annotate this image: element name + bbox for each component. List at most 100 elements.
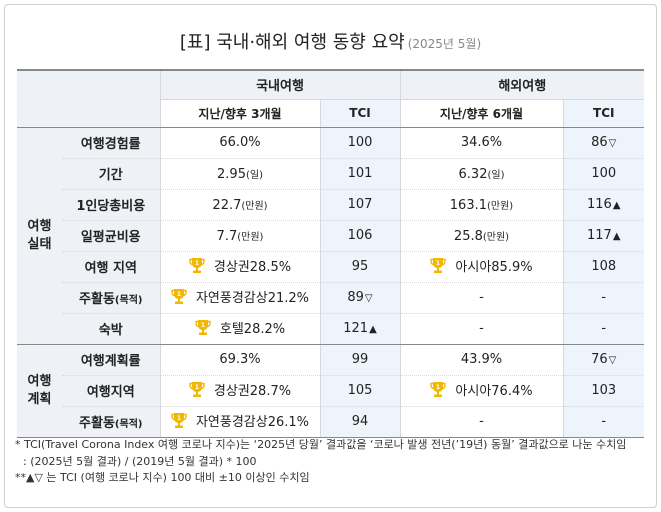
value-text: 25.8 [453, 228, 483, 244]
overseas-value: 6.32(일) [399, 158, 563, 190]
svg-text:1: 1 [195, 384, 199, 391]
row-label-text: 숙박 [98, 323, 123, 338]
overseas-tci: 117▲ [562, 220, 644, 252]
row-label-text: 1인당총비용 [76, 199, 146, 214]
page-title: [표] 국내·해외 여행 동향 요약 (2025년 5월) [0, 28, 661, 54]
value-text: 호텔28.2% [219, 321, 286, 337]
domestic-tci: 95 [319, 251, 400, 283]
svg-text:1: 1 [177, 415, 181, 422]
value-unit: (일) [245, 169, 263, 181]
up-triangle-icon: ▲ [369, 324, 377, 335]
row-label-text: 기간 [98, 168, 123, 183]
overseas-value: 1 아시아76.4% [399, 375, 563, 407]
svg-text:1: 1 [436, 260, 440, 267]
domestic-period-header: 지난/향후 3개월 [159, 99, 320, 128]
summary-table: 국내여행 해외여행 지난/향후 3개월 TCI 지난/향후 6개월 TCI 여행… [17, 69, 644, 438]
trophy-icon: 1 [195, 319, 211, 340]
tci-value: 95 [351, 259, 369, 274]
tci-value: 121 [343, 321, 369, 336]
tci-value: 76 [591, 352, 608, 367]
overseas-value: - [399, 282, 563, 314]
value-text: - [479, 321, 484, 336]
value-text: - [479, 414, 484, 429]
row-label: 여행지역 [62, 375, 160, 407]
row-label: 주활동(목적) [62, 282, 160, 314]
tci-value: 94 [351, 414, 369, 429]
value-text: 아시아76.4% [455, 383, 533, 399]
value-text: - [479, 290, 484, 305]
row-label: 숙박 [62, 313, 160, 345]
row-label-text: 여행지역 [86, 385, 135, 400]
tci-value: 106 [347, 228, 373, 243]
overseas-value: 43.9% [399, 344, 563, 376]
domestic-tci: 100 [319, 127, 400, 159]
domestic-header: 국내여행 [159, 69, 400, 100]
overseas-header: 해외여행 [399, 69, 644, 100]
value-text: 6.32 [458, 166, 488, 182]
row-label: 여행경험률 [62, 127, 160, 159]
row-label: 1인당총비용 [62, 189, 160, 221]
value-unit: (만원) [241, 200, 268, 212]
domestic-tci-header: TCI [319, 99, 400, 128]
tci-value: 100 [347, 135, 373, 150]
value-unit: (만원) [237, 231, 264, 243]
table-row: 일평균비용 7.7(만원) 106 25.8(만원) 117▲ [17, 220, 644, 252]
row-label: 여행계획률 [62, 344, 160, 376]
domestic-tci: 94 [319, 406, 400, 438]
overseas-value: 163.1(만원) [399, 189, 563, 221]
trophy-icon: 1 [189, 257, 205, 278]
overseas-tci: 103 [562, 375, 644, 407]
down-triangle-icon: ▽ [608, 355, 617, 366]
domestic-value: 69.3% [159, 344, 320, 376]
row-label: 기간 [62, 158, 160, 190]
header-row-1: 국내여행 해외여행 [17, 69, 644, 128]
trophy-icon: 1 [430, 257, 447, 278]
domestic-tci: 107 [319, 189, 400, 221]
value-text: 7.7 [216, 228, 238, 244]
row-label-text: 여행 지역 [84, 261, 137, 276]
value-text: 자연풍경감상21.2% [195, 290, 310, 306]
table-row: 1인당총비용 22.7(만원) 107 163.1(만원) 116▲ [17, 189, 644, 221]
group-plan: 여행 계획 [17, 344, 62, 438]
domestic-tci: 105 [319, 375, 400, 407]
row-label-unit: (목적) [114, 295, 143, 306]
value-text: 경상권28.7% [213, 383, 292, 399]
value-text: 2.95 [217, 166, 246, 182]
svg-text:1: 1 [177, 291, 181, 298]
domestic-tci: 106 [319, 220, 400, 252]
trophy-icon: 1 [430, 381, 447, 402]
value-text: 69.3% [219, 352, 261, 367]
tci-value: - [601, 414, 607, 429]
domestic-tci: 89▽ [319, 282, 400, 314]
domestic-value: 1 자연풍경감상26.1% [159, 406, 320, 438]
value-text: 자연풍경감상26.1% [195, 414, 310, 430]
svg-text:1: 1 [436, 384, 440, 391]
table-row: 주활동(목적) 1 자연풍경감상21.2% 89▽ - - [17, 282, 644, 314]
overseas-tci: - [562, 313, 644, 345]
svg-text:1: 1 [201, 322, 205, 329]
row-label: 일평균비용 [62, 220, 160, 252]
value-text: 66.0% [219, 135, 261, 150]
overseas-value: - [399, 313, 563, 345]
header-row-2: 지난/향후 3개월 TCI 지난/향후 6개월 TCI [17, 99, 644, 128]
tci-value: 99 [351, 352, 369, 367]
domestic-value: 1 호텔28.2% [159, 313, 320, 345]
table-row: 여행지역 1 경상권28.7% 105 1 아시아76.4% 103 [17, 375, 644, 407]
table-row: 여행 지역 1 경상권28.5% 95 1 아시아85.9% 108 [17, 251, 644, 283]
overseas-tci: - [562, 406, 644, 438]
group-label-line: 여행 [27, 373, 52, 389]
footnotes: * TCI(Travel Corona Index 여행 코로나 지수)는 ‘2… [15, 437, 626, 487]
overseas-tci-header: TCI [562, 99, 644, 128]
tci-value: 89 [347, 290, 364, 305]
trophy-icon: 1 [189, 381, 205, 402]
title-date: (2025년 5월) [407, 37, 482, 51]
table-row: 기간 2.95(일) 101 6.32(일) 100 [17, 158, 644, 190]
up-triangle-icon: ▲ [612, 200, 621, 211]
footnote-2: : (2025년 5월 결과) / (2019년 5월 결과) * 100 [23, 454, 257, 468]
row-label: 여행 지역 [62, 251, 160, 283]
corner-cell [17, 69, 160, 128]
domestic-value: 1 경상권28.5% [159, 251, 320, 283]
group-actual: 여행 실태 [17, 127, 62, 345]
footnote-3: **▲▽ 는 TCI (여행 코로나 지수) 100 대비 ±10 이상인 수치… [15, 471, 310, 484]
down-triangle-icon: ▽ [608, 138, 617, 149]
